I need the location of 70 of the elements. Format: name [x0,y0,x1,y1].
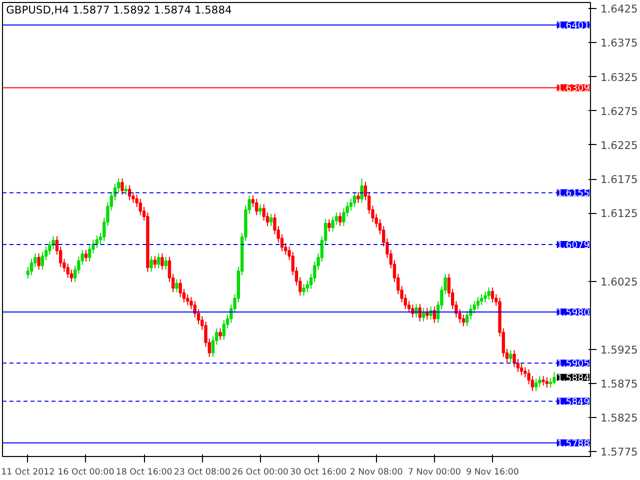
candlestick [356,192,360,204]
candlestick [484,291,487,303]
y-tick-label: 1.6375 [600,36,638,50]
ref-line-label: 1.5980 [556,307,590,318]
candlestick [254,198,258,216]
candlestick [520,363,524,376]
candlestick [352,192,356,208]
candlestick [84,249,88,262]
x-tick-label: 16 Oct 00:00 [58,468,114,478]
candlestick [509,350,512,363]
candlestick [487,286,490,300]
candlestick [124,184,128,196]
candlestick [156,252,160,269]
candlestick [270,213,273,227]
candlestick [552,371,556,385]
candlestick [153,256,157,269]
x-tick-label: 9 Nov 16:00 [466,468,519,478]
candlestick [331,216,334,232]
y-tick-label: 1.6125 [600,207,638,220]
candlestick [328,218,331,232]
candlestick [538,376,542,388]
candlestick [476,296,480,310]
ref-line-label: 1.6079 [556,240,590,251]
y-tick-label: 1.6425 [600,2,638,16]
candlestick [66,263,70,278]
y-tick-label: 1.6325 [600,70,638,84]
candlestick [542,376,545,386]
candlestick [302,284,306,296]
x-tick-label: 18 Oct 16:00 [116,468,172,478]
x-tick-label: 7 Nov 00:00 [408,468,461,478]
candlestick [258,204,262,216]
candlestick [534,378,538,392]
y-tick-label: 1.6275 [600,104,638,118]
candlestick [37,252,40,270]
x-tick-label: 30 Oct 16:00 [290,468,346,478]
candlestick [480,294,484,306]
ref-line-label: 1.6309 [556,83,590,94]
candlestick [512,350,516,368]
text: 1.5884 [556,372,590,384]
x-tick-label: 23 Oct 08:00 [174,468,230,478]
candlestick [150,256,153,272]
y-tick-label: 1.6175 [600,173,638,186]
x-tick-label: 26 Oct 00:00 [232,468,288,478]
candlestick [426,307,429,320]
y-tick-label: 1.5775 [600,446,638,459]
candlestick [175,278,178,293]
y-tick-label: 1.6025 [600,275,638,288]
x-tick-label: 2 Nov 08:00 [350,468,403,478]
x-tick-label: 11 Oct 2012 [1,468,55,478]
ref-line-label: 1.5849 [556,396,590,408]
candlestick [160,252,164,270]
candlestick [120,178,124,196]
ref-line-label: 1.6401 [556,20,590,32]
ref-line-label: 1.6155 [556,188,590,200]
candlestick [360,178,364,204]
y-tick-label: 1.5825 [600,412,638,425]
y-tick-label: 1.6225 [600,138,638,152]
candlestick [545,376,549,388]
candlestick [429,306,432,320]
candlestick [95,235,98,248]
chart-title: GBPUSD,H4 1.5877 1.5892 1.5874 1.5884 [6,4,232,16]
ref-line-label: 1.5788 [556,438,590,450]
candlestick [414,303,418,318]
y-tick-label: 1.5875 [600,378,638,391]
candlestick [338,212,342,227]
candlestick [490,286,494,303]
y-tick-label: 1.5925 [600,343,638,356]
candlestick [164,256,168,270]
candlestick [218,328,222,340]
candlestick [472,300,476,314]
